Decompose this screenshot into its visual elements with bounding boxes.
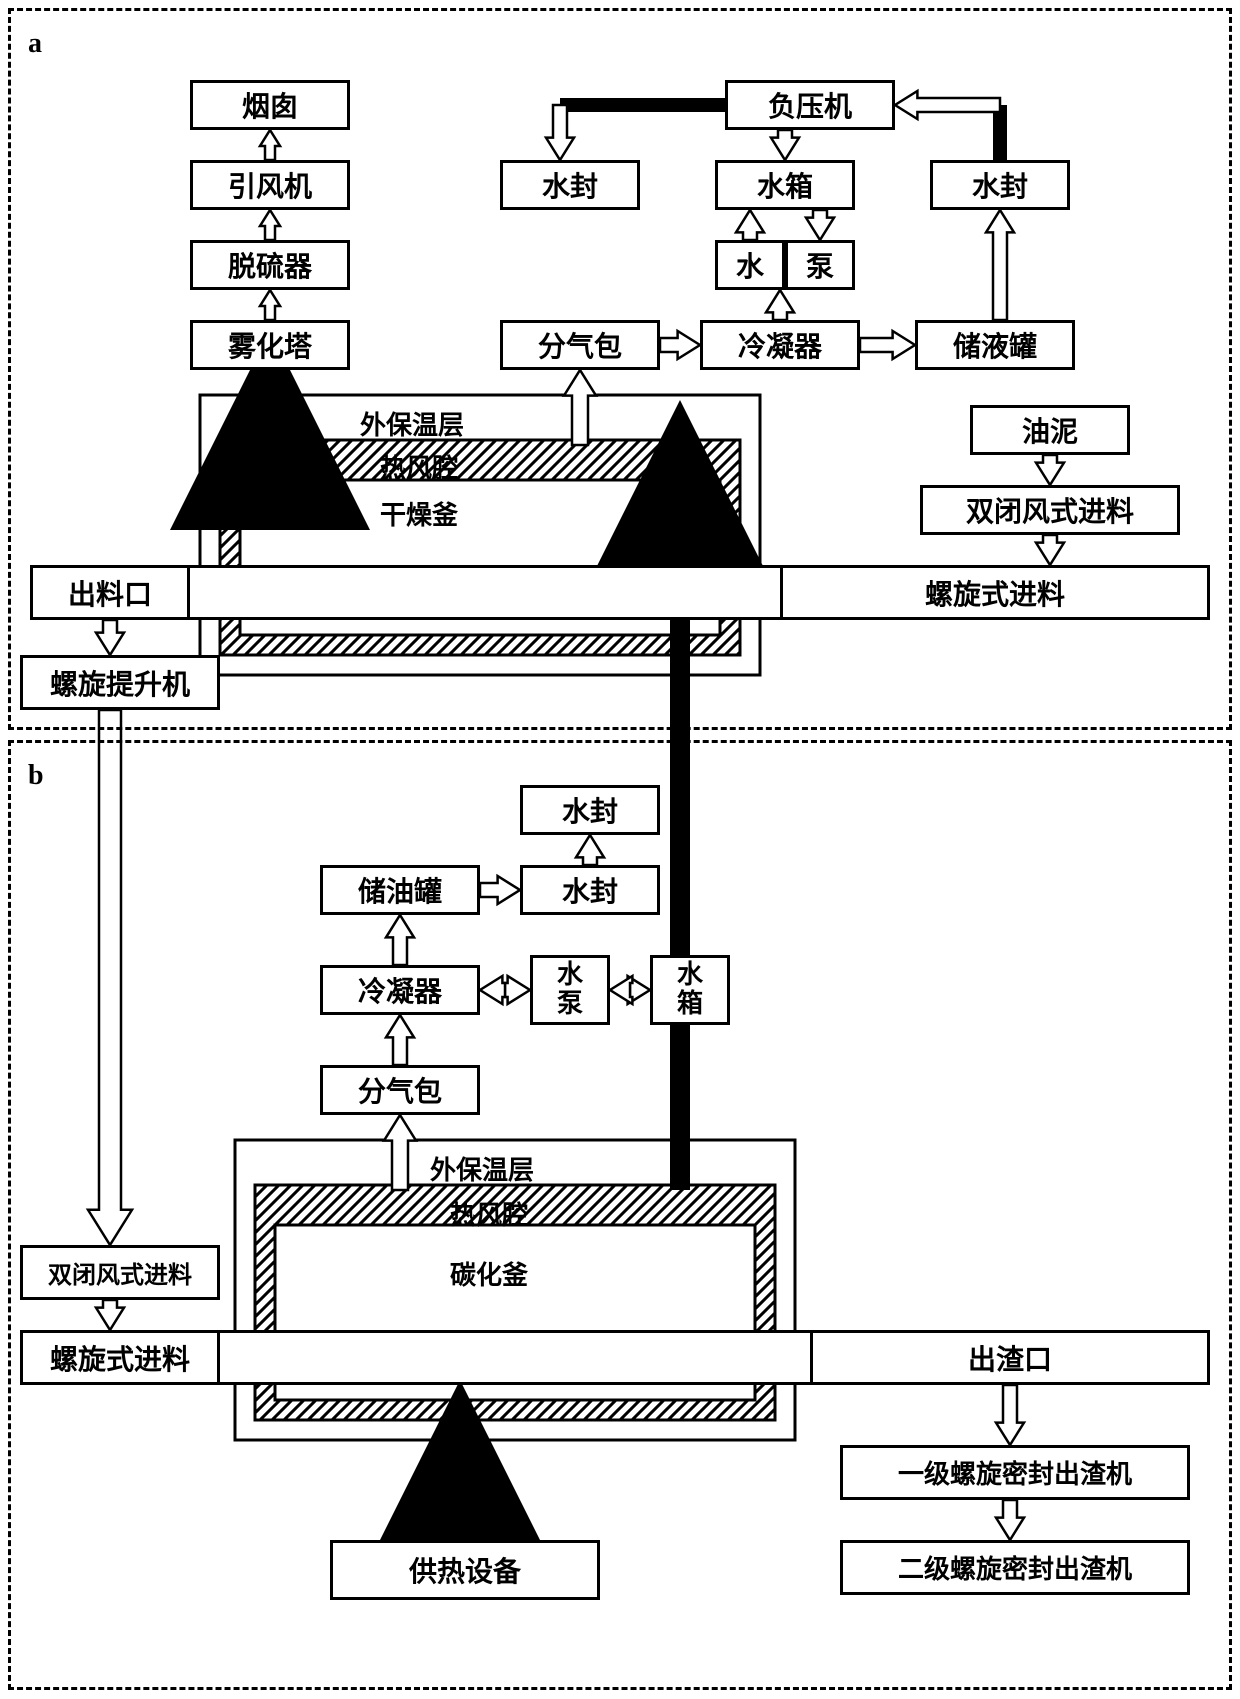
label-b-ins: 外保温层 <box>430 1150 534 1187</box>
box-b-cond: 冷凝器 <box>320 965 480 1015</box>
box-b-dblfeed: 双闭风式进料 <box>20 1245 220 1300</box>
box-a-sludge: 油泥 <box>970 405 1130 455</box>
box-a-wseal-r: 水封 <box>930 160 1070 210</box>
box-b-gas: 分气包 <box>320 1065 480 1115</box>
box-b-slag2: 二级螺旋密封出渣机 <box>840 1540 1190 1595</box>
box-a-wpump-r: 泵 <box>785 240 855 290</box>
box-a-lifter: 螺旋提升机 <box>20 655 220 710</box>
box-b-heater: 供热设备 <box>330 1540 600 1600</box>
box-a-chimney: 烟囱 <box>190 80 350 130</box>
conveyor-a-mid <box>190 565 780 620</box>
box-b-wseal-top: 水封 <box>520 785 660 835</box>
box-b-outlet: 出渣口 <box>810 1330 1210 1385</box>
label-a-dry: 干燥釜 <box>380 495 458 532</box>
box-a-cond: 冷凝器 <box>700 320 860 370</box>
box-a-wseal-l: 水封 <box>500 160 640 210</box>
box-a-fan: 引风机 <box>190 160 350 210</box>
conveyor-b-mid <box>220 1330 810 1385</box>
box-a-wtank: 水箱 <box>715 160 855 210</box>
box-b-wseal-r: 水封 <box>520 865 660 915</box>
box-b-oiltank: 储油罐 <box>320 865 480 915</box>
box-a-outlet: 出料口 <box>30 565 190 620</box>
box-a-spray: 雾化塔 <box>190 320 350 370</box>
box-b-wpump: 水泵 <box>530 955 610 1025</box>
panel-b-label: b <box>28 760 44 792</box>
box-a-gas: 分气包 <box>500 320 660 370</box>
box-a-liqtank: 储液罐 <box>915 320 1075 370</box>
label-a-hot: 热风腔 <box>380 448 458 485</box>
label-b-carb: 碳化釜 <box>450 1255 528 1292</box>
panel-a-label: a <box>28 28 42 60</box>
box-b-wtank: 水箱 <box>650 955 730 1025</box>
label-b-hot: 热风腔 <box>450 1195 528 1232</box>
box-b-slag1: 一级螺旋密封出渣机 <box>840 1445 1190 1500</box>
box-a-wpump-l: 水 <box>715 240 785 290</box>
box-a-desulf: 脱硫器 <box>190 240 350 290</box>
box-a-dblfeed: 双闭风式进料 <box>920 485 1180 535</box>
box-a-negpress: 负压机 <box>725 80 895 130</box>
box-b-screwfeed: 螺旋式进料 <box>20 1330 220 1385</box>
label-a-ins: 外保温层 <box>360 405 464 442</box>
box-a-screwfeed-r: 螺旋式进料 <box>780 565 1210 620</box>
